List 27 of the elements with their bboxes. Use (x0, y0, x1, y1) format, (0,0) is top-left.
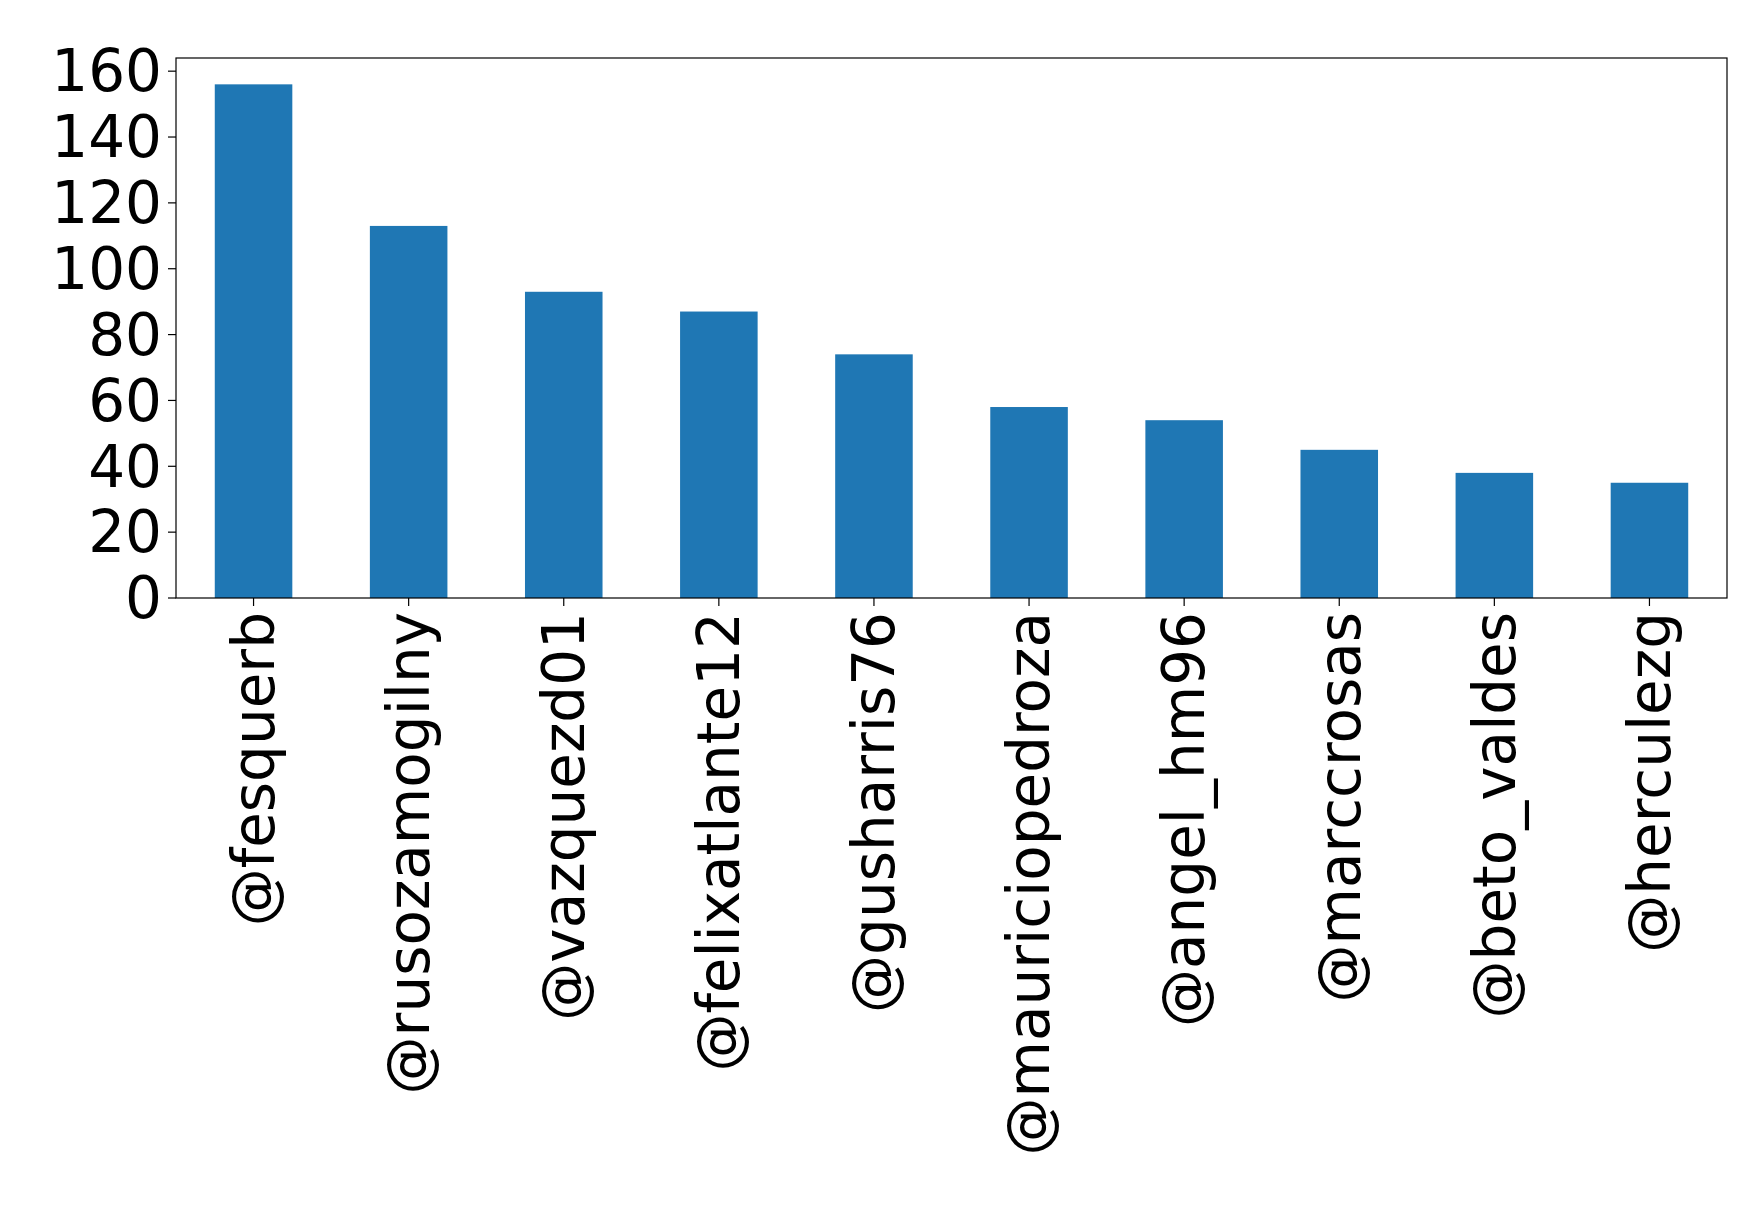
y-tick-label: 20 (88, 498, 162, 567)
bar (680, 311, 758, 598)
x-tick-label: @marccrosas (1305, 612, 1374, 1003)
x-tick-label: @fesquerb (219, 612, 288, 927)
x-tick-label: @vazquezd01 (530, 612, 599, 1021)
y-tick-label: 120 (51, 169, 162, 238)
y-tick-label: 160 (51, 37, 162, 106)
bar (990, 407, 1068, 598)
x-tick-label: @mauriciopedroza (995, 612, 1064, 1156)
bar (1610, 482, 1689, 598)
x-tick-label: @gusharris76 (840, 612, 909, 1013)
x-tick-label: @angel_hm96 (1150, 612, 1219, 1027)
y-tick-label: 60 (88, 366, 162, 435)
x-tick-label: @rusozamogilny (374, 612, 443, 1095)
bar (835, 354, 913, 598)
y-tick-label: 140 (51, 103, 162, 172)
x-tick-label: @felixatlante12 (685, 612, 754, 1072)
bar (1300, 449, 1379, 598)
y-tick-label: 0 (125, 564, 162, 633)
bar (369, 225, 448, 598)
x-tick-label: @beto_valdes (1460, 612, 1529, 1019)
y-tick-label: 40 (88, 432, 162, 501)
bar (524, 291, 603, 598)
bar (214, 84, 293, 598)
x-tick-label: @herculezg (1615, 612, 1684, 953)
bar (1145, 420, 1223, 598)
bar (1455, 472, 1534, 598)
